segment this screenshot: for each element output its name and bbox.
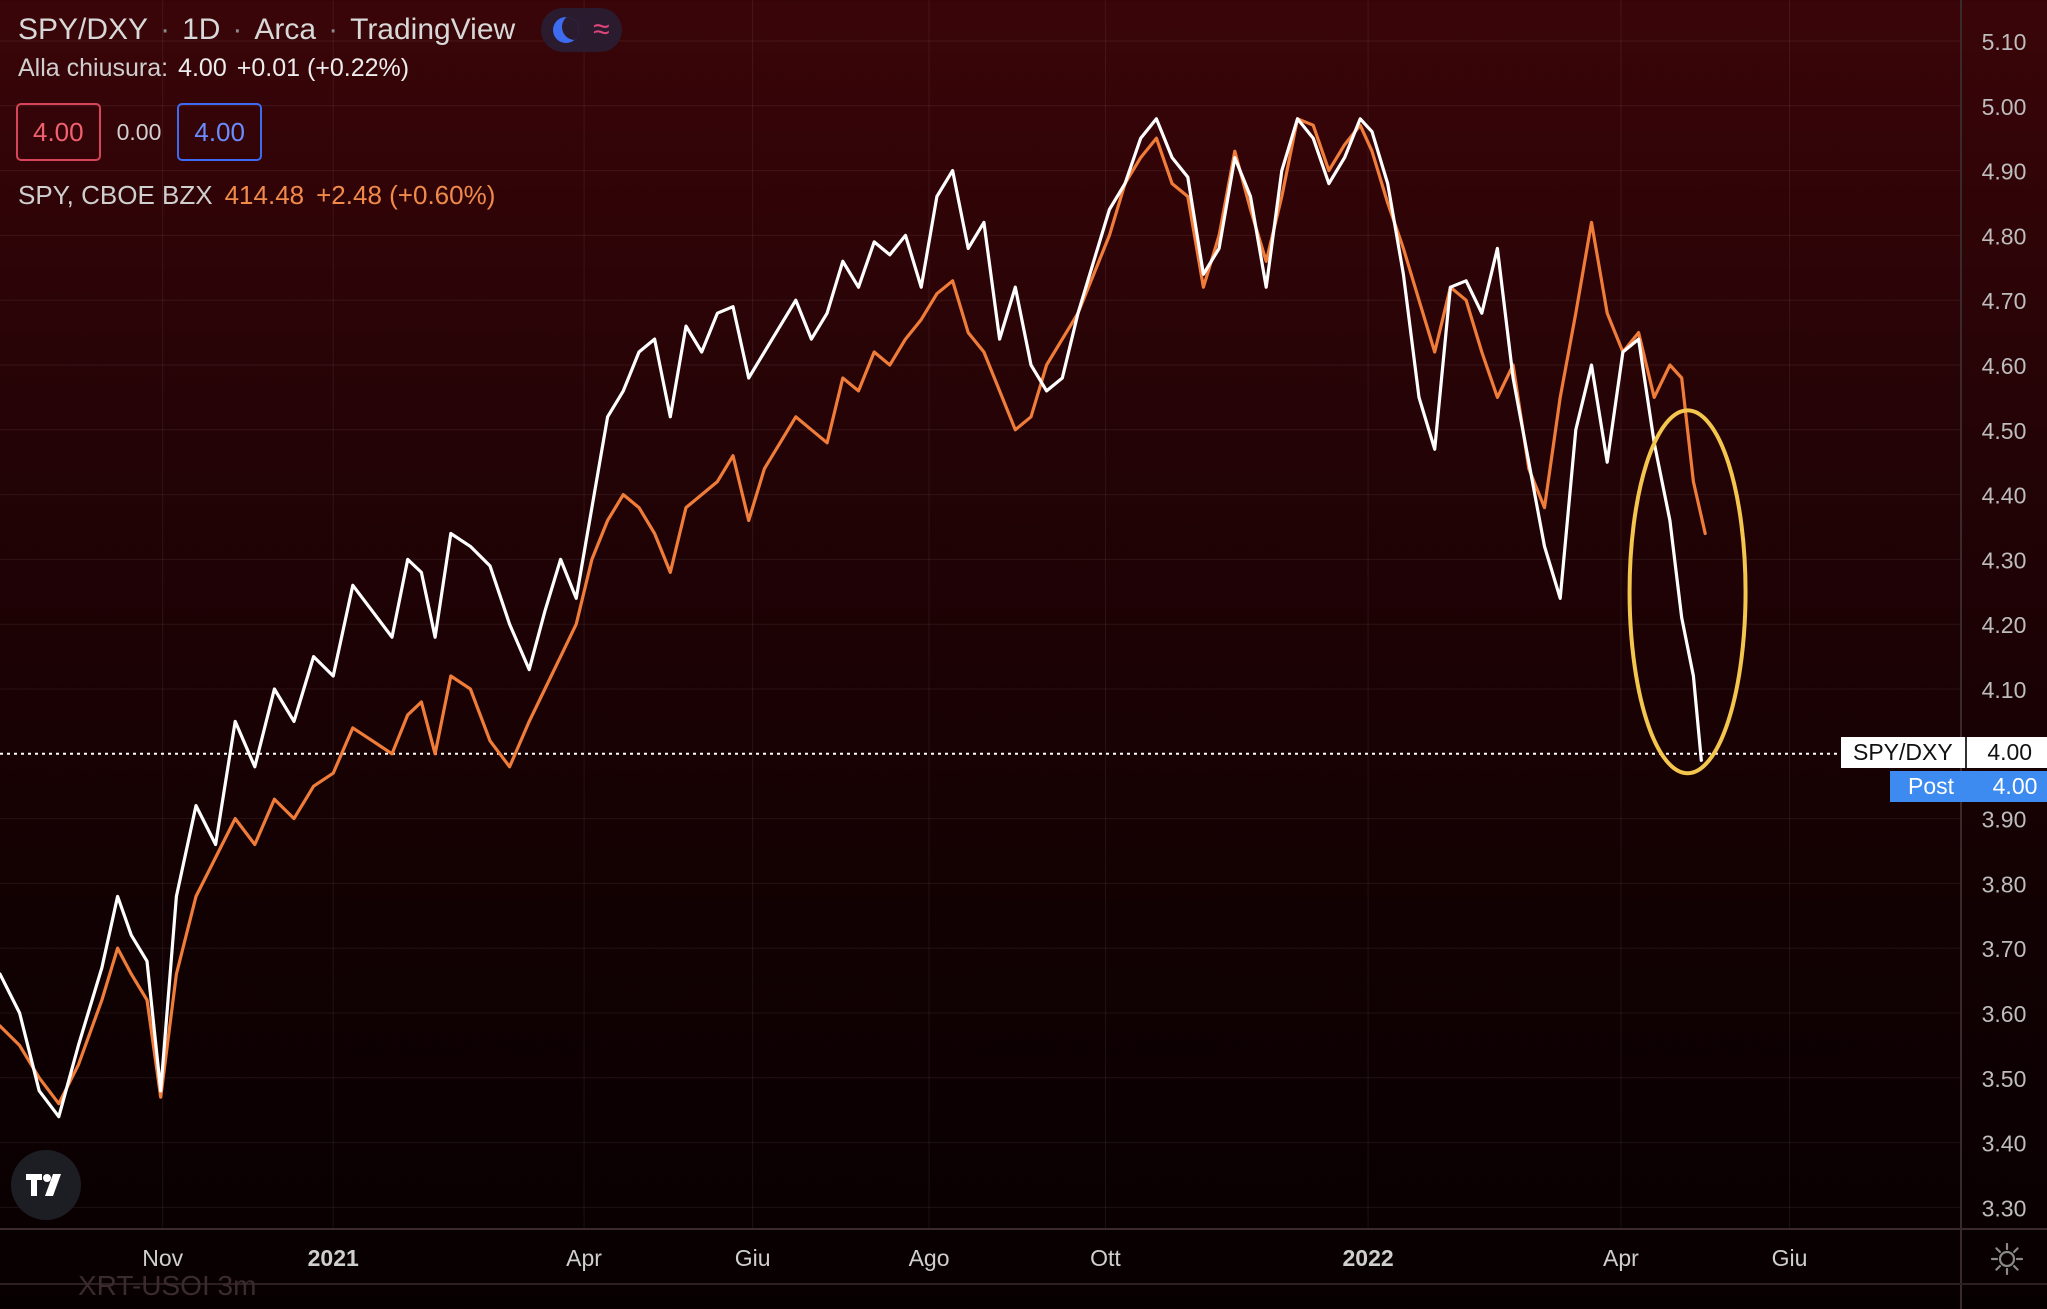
series-layer	[0, 117, 1707, 1119]
x-tick-label: 2021	[308, 1245, 359, 1271]
y-tick-label: 5.00	[1982, 94, 2027, 120]
interval-label[interactable]: 1D	[182, 13, 221, 46]
y-tick-label: 4.30	[1982, 547, 2027, 573]
y-tick-label: 4.40	[1982, 483, 2027, 509]
spy-legend-change: +2.48 (+0.60%)	[316, 180, 496, 210]
spy-series-line	[0, 117, 1707, 1106]
exchange-label: Arca	[254, 13, 317, 46]
y-tick-label: 5.10	[1982, 29, 2027, 55]
background-watermark-text: XRT-USOI 3m	[78, 1270, 257, 1301]
x-tick-label: 2022	[1342, 1245, 1393, 1271]
y-tick-label: 3.30	[1982, 1195, 2027, 1221]
tradingview-logo-icon[interactable]	[11, 1150, 81, 1220]
last-price-tag: SPY/DXY 4.00	[1841, 737, 2047, 768]
spy-legend-price: 414.48	[224, 180, 305, 210]
spy-legend-label: SPY, CBOE BZX	[18, 180, 213, 210]
y-tick-label: 4.20	[1982, 612, 2027, 638]
x-tick-label: Nov	[142, 1245, 183, 1271]
y-tick-label: 4.10	[1982, 677, 2027, 703]
y-tick-label: 3.40	[1982, 1131, 2027, 1157]
x-tick-label: Ago	[909, 1245, 950, 1271]
highlight-ellipse	[1627, 408, 1748, 776]
separator: ·	[160, 13, 171, 46]
y-tick-label: 4.90	[1982, 159, 2027, 185]
post-price-tag: Post 4.00	[1890, 771, 2047, 802]
moon-icon	[553, 17, 580, 43]
y-tick-label: 3.70	[1982, 936, 2027, 962]
close-value: 4.00	[178, 54, 227, 82]
settings-gear-icon[interactable]	[1990, 1242, 2024, 1276]
separator: ·	[232, 13, 243, 46]
y-tick-label: 3.90	[1982, 807, 2027, 833]
spy-legend[interactable]: SPY, CBOE BZX 414.48 +2.48 (+0.60%)	[18, 180, 495, 211]
post-value: 4.00	[1972, 771, 2047, 802]
y-tick-label: 3.80	[1982, 871, 2027, 897]
annotation-layer	[1627, 408, 1748, 776]
platform-label: TradingView	[350, 13, 516, 46]
y-tick-label: 4.50	[1982, 418, 2027, 444]
x-tick-label: Giu	[1772, 1245, 1808, 1271]
close-change: +0.01 (+0.22%)	[236, 54, 410, 82]
grid-lines	[0, 0, 1960, 1228]
last-price-value: 4.00	[1964, 737, 2047, 768]
session-badge[interactable]: ≈	[541, 8, 622, 52]
buy-button[interactable]: 4.00	[177, 103, 262, 161]
chart-header: SPY/DXY · 1D · Arca · TradingView ≈	[18, 8, 622, 52]
sell-button[interactable]: 4.00	[16, 103, 101, 161]
y-tick-label: 3.60	[1982, 1001, 2027, 1027]
close-label: Alla chiusura:	[18, 54, 169, 82]
x-tick-label: Apr	[1603, 1245, 1639, 1271]
trade-boxes: 4.00 0.00 4.00	[16, 103, 262, 161]
separator: ·	[328, 13, 339, 46]
last-price-label: SPY/DXY	[1841, 737, 1965, 768]
x-tick-label: Giu	[735, 1245, 771, 1271]
close-info: Alla chiusura: 4.00 +0.01 (+0.22%)	[18, 54, 409, 83]
y-tick-label: 4.70	[1982, 288, 2027, 314]
ratio-series-line	[0, 117, 1703, 1119]
x-tick-label: Ott	[1090, 1245, 1121, 1271]
x-tick-label: Apr	[566, 1245, 602, 1271]
wave-icon: ≈	[593, 13, 610, 46]
y-tick-label: 3.50	[1982, 1066, 2027, 1092]
symbol-label[interactable]: SPY/DXY	[18, 13, 149, 46]
y-tick-label: 4.80	[1982, 223, 2027, 249]
y-tick-label: 4.60	[1982, 353, 2027, 379]
spread-value: 0.00	[116, 118, 162, 145]
post-label: Post	[1890, 771, 1973, 802]
